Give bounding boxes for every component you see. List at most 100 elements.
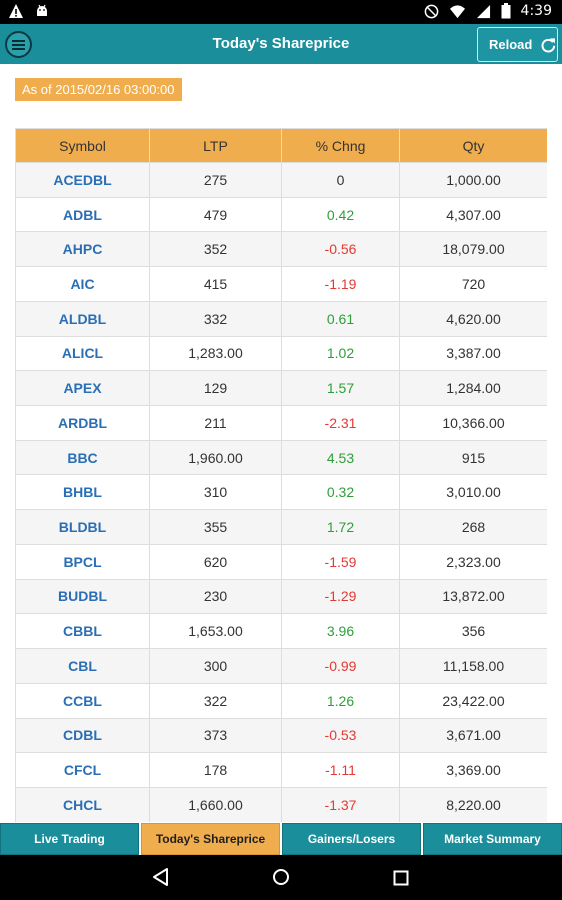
symbol-cell: AHPC — [15, 231, 150, 268]
reload-label: Reload — [489, 37, 533, 52]
table-row[interactable]: APEX 129 1.57 1,284.00 — [15, 370, 547, 407]
symbol-cell: BBC — [15, 439, 150, 476]
symbol-cell: CCBL — [15, 682, 150, 719]
change-cell: -1.19 — [281, 266, 400, 302]
battery-icon — [501, 3, 511, 19]
back-icon[interactable] — [152, 867, 170, 887]
as-of-timestamp: As of 2015/02/16 03:00:00 — [15, 78, 182, 101]
tab-todays-shareprice[interactable]: Today's Shareprice — [141, 823, 280, 855]
table-row[interactable]: CFCL 178 -1.11 3,369.00 — [15, 752, 547, 788]
table-row[interactable]: BBC 1,960.00 4.53 915 — [15, 439, 547, 476]
qty-cell: 8,220.00 — [399, 786, 547, 822]
symbol-cell: BPCL — [15, 543, 150, 580]
change-cell: 1.72 — [281, 509, 400, 545]
qty-cell: 1,284.00 — [399, 370, 547, 407]
symbol-cell: AIC — [15, 266, 150, 302]
symbol-cell: CBBL — [15, 613, 150, 650]
ltp-cell: 415 — [149, 266, 282, 302]
ltp-cell: 1,653.00 — [149, 613, 282, 650]
refresh-icon — [541, 37, 556, 52]
table-row[interactable]: AHPC 352 -0.56 18,079.00 — [15, 231, 547, 268]
change-cell: 0.42 — [281, 196, 400, 233]
home-icon[interactable] — [272, 868, 290, 886]
table-row[interactable]: CBL 300 -0.99 11,158.00 — [15, 648, 547, 684]
wifi-icon — [449, 4, 465, 18]
ltp-cell: 355 — [149, 509, 282, 545]
table-row[interactable]: CHCL 1,660.00 -1.37 8,220.00 — [15, 786, 547, 822]
change-cell: 4.53 — [281, 439, 400, 476]
qty-cell: 3,671.00 — [399, 717, 547, 754]
header-change[interactable]: % Chng — [281, 128, 400, 163]
symbol-cell: ARDBL — [15, 405, 150, 441]
ltp-cell: 230 — [149, 578, 282, 615]
table-row[interactable]: ARDBL 211 -2.31 10,366.00 — [15, 405, 547, 441]
ltp-cell: 620 — [149, 543, 282, 580]
symbol-cell: ADBL — [15, 196, 150, 233]
qty-cell: 11,158.00 — [399, 648, 547, 684]
table-row[interactable]: BHBL 310 0.32 3,010.00 — [15, 474, 547, 511]
table-row[interactable]: CCBL 322 1.26 23,422.00 — [15, 682, 547, 719]
tab-live-trading[interactable]: Live Trading — [0, 823, 139, 855]
change-cell: -1.59 — [281, 543, 400, 580]
qty-cell: 23,422.00 — [399, 682, 547, 719]
table-row[interactable]: CBBL 1,653.00 3.96 356 — [15, 613, 547, 650]
table-row[interactable]: ACEDBL 275 0 1,000.00 — [15, 162, 547, 198]
ltp-cell: 211 — [149, 405, 282, 441]
change-cell: 1.26 — [281, 682, 400, 719]
table-row[interactable]: BLDBL 355 1.72 268 — [15, 509, 547, 545]
recent-apps-icon[interactable] — [393, 870, 409, 886]
ltp-cell: 352 — [149, 231, 282, 268]
status-time: 4:39 — [520, 3, 552, 19]
ltp-cell: 129 — [149, 370, 282, 407]
table-row[interactable]: CDBL 373 -0.53 3,671.00 — [15, 717, 547, 754]
table-row[interactable]: ADBL 479 0.42 4,307.00 — [15, 196, 547, 233]
qty-cell: 10,366.00 — [399, 405, 547, 441]
ltp-cell: 275 — [149, 162, 282, 198]
ltp-cell: 479 — [149, 196, 282, 233]
table-row[interactable]: ALICL 1,283.00 1.02 3,387.00 — [15, 335, 547, 372]
ltp-cell: 1,660.00 — [149, 786, 282, 822]
symbol-cell: ALDBL — [15, 300, 150, 337]
qty-cell: 3,369.00 — [399, 752, 547, 788]
symbol-cell: APEX — [15, 370, 150, 407]
symbol-cell: CDBL — [15, 717, 150, 754]
change-cell: 1.57 — [281, 370, 400, 407]
header-qty[interactable]: Qty — [399, 128, 547, 163]
table-row[interactable]: ALDBL 332 0.61 4,620.00 — [15, 300, 547, 337]
symbol-cell: BLDBL — [15, 509, 150, 545]
qty-cell: 268 — [399, 509, 547, 545]
reload-button[interactable]: Reload — [477, 27, 558, 62]
do-not-disturb-icon — [424, 4, 438, 18]
change-cell: -0.53 — [281, 717, 400, 754]
menu-button[interactable] — [5, 31, 32, 58]
tab-gainers-losers[interactable]: Gainers/Losers — [282, 823, 421, 855]
bottom-tab-bar: Live Trading Today's Shareprice Gainers/… — [0, 823, 562, 855]
ltp-cell: 310 — [149, 474, 282, 511]
change-cell: 0.61 — [281, 300, 400, 337]
header-symbol[interactable]: Symbol — [15, 128, 150, 163]
table-row[interactable]: BPCL 620 -1.59 2,323.00 — [15, 543, 547, 580]
ltp-cell: 332 — [149, 300, 282, 337]
table-row[interactable]: BUDBL 230 -1.29 13,872.00 — [15, 578, 547, 615]
ltp-cell: 1,960.00 — [149, 439, 282, 476]
change-cell: 3.96 — [281, 613, 400, 650]
table-row[interactable]: AIC 415 -1.19 720 — [15, 266, 547, 302]
tab-market-summary[interactable]: Market Summary — [423, 823, 562, 855]
page-title: Today's Shareprice — [212, 35, 350, 52]
change-cell: 1.02 — [281, 335, 400, 372]
change-cell: 0.32 — [281, 474, 400, 511]
shareprice-table[interactable]: Symbol LTP % Chng Qty ACEDBL 275 0 1,000.00… — [15, 128, 547, 822]
ltp-cell: 300 — [149, 648, 282, 684]
header-ltp[interactable]: LTP — [149, 128, 282, 163]
change-cell: -1.11 — [281, 752, 400, 788]
symbol-cell: CFCL — [15, 752, 150, 788]
app-bar: Today's Shareprice Reload — [0, 24, 562, 64]
warning-icon — [9, 4, 23, 18]
symbol-cell: ALICL — [15, 335, 150, 372]
ltp-cell: 178 — [149, 752, 282, 788]
symbol-cell: CHCL — [15, 786, 150, 822]
qty-cell: 356 — [399, 613, 547, 650]
qty-cell: 18,079.00 — [399, 231, 547, 268]
qty-cell: 720 — [399, 266, 547, 302]
qty-cell: 2,323.00 — [399, 543, 547, 580]
